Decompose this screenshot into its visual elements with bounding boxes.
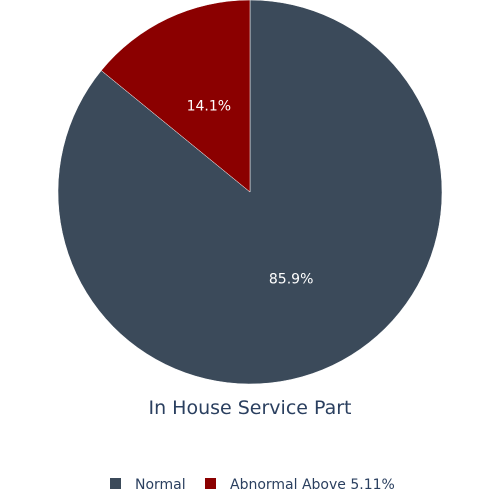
legend-swatch-abnormal: [205, 478, 216, 489]
legend-label-abnormal: Abnormal Above 5.11%: [230, 477, 395, 493]
legend: Normal Abnormal Above 5.11%: [110, 477, 395, 493]
legend-item-normal[interactable]: Normal: [110, 477, 186, 493]
pie-slice-labels: 85.9% 14.1%: [187, 98, 314, 287]
legend-label-normal: Normal: [135, 477, 186, 493]
legend-swatch-normal: [110, 478, 121, 489]
legend-item-abnormal[interactable]: Abnormal Above 5.11%: [205, 477, 395, 493]
pie-slice-label-0: 85.9%: [269, 272, 313, 288]
pie-slice-1[interactable]: [100, 0, 251, 193]
pie-slice-label-1: 14.1%: [187, 98, 231, 114]
chart-title: In House Service Part: [148, 397, 351, 419]
pie-slices: [57, 0, 443, 385]
